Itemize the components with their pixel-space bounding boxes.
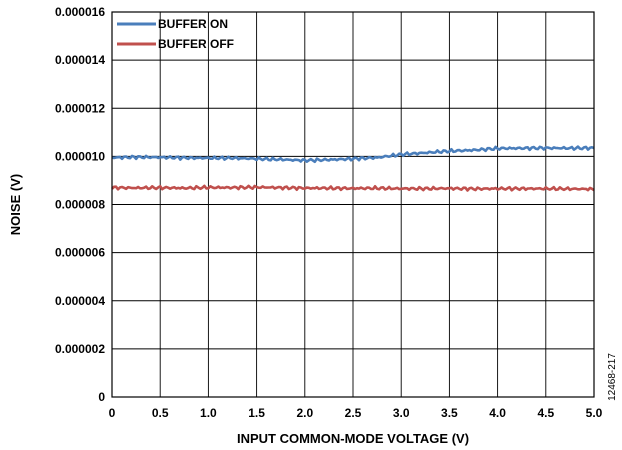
y-tick-label: 0.000002	[55, 342, 105, 356]
grid	[111, 11, 595, 398]
x-axis-title: INPUT COMMON-MODE VOLTAGE (V)	[237, 431, 469, 446]
figure-id: 12468-217	[607, 353, 618, 401]
y-tick-label: 0.000014	[55, 53, 105, 67]
x-tick-label: 1.5	[248, 406, 265, 420]
x-tick-label: 5.0	[586, 406, 603, 420]
y-tick-label: 0.000008	[55, 198, 105, 212]
x-tick-label: 4.0	[489, 406, 506, 420]
x-tick-label: 2.5	[345, 406, 362, 420]
y-tick-label: 0.000016	[55, 5, 105, 19]
series-lines	[111, 145, 595, 192]
legend: BUFFER ON BUFFER OFF	[117, 17, 234, 51]
y-tick-label: 0.000006	[55, 246, 105, 260]
x-tick-label: 0.5	[152, 406, 169, 420]
x-tick-label: 3.0	[393, 406, 410, 420]
y-tick-label: 0.000010	[55, 149, 105, 163]
y-tick-label: 0.000004	[55, 294, 105, 308]
y-tick-label: 0.000012	[55, 101, 105, 115]
plot-frame	[111, 11, 595, 398]
x-tick-label: 4.5	[537, 406, 554, 420]
series-line-buffer-on	[111, 145, 595, 164]
x-tick-label: 0	[109, 406, 116, 420]
legend-label: BUFFER OFF	[158, 37, 234, 51]
x-tick-labels: 0 0.5 1.0 1.5 2.0 2.5 3.0 3.5 4.0 4.5 5.0	[109, 406, 603, 420]
legend-label: BUFFER ON	[158, 17, 228, 31]
y-tick-label: 0	[98, 390, 105, 404]
y-tick-labels: 0 0.000002 0.000004 0.000006 0.000008 0.00001…	[55, 5, 105, 404]
series-line-buffer-off	[111, 184, 595, 192]
x-tick-label: 3.5	[441, 406, 458, 420]
x-tick-label: 2.0	[296, 406, 313, 420]
y-axis-title: NOISE (V)	[8, 174, 23, 235]
x-tick-label: 1.0	[200, 406, 217, 420]
